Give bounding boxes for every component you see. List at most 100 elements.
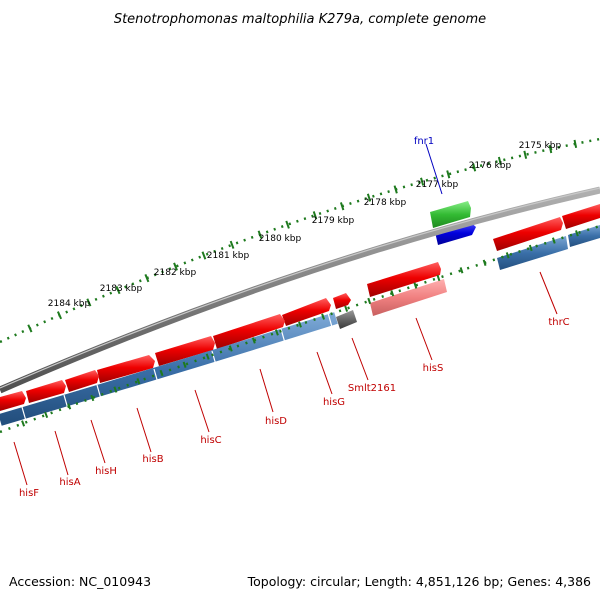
inner-tick	[44, 411, 49, 419]
cog-divider	[211, 350, 217, 366]
kbp-label: 2183 kbp	[100, 284, 143, 294]
cog-divider	[280, 328, 286, 344]
gene-labels: fnr1 thrC hisS Smlt2161 hisG hisD hisC h…	[19, 136, 570, 499]
cds-hisB	[97, 355, 155, 383]
inner-tick	[90, 394, 95, 402]
inner-ticks	[21, 230, 579, 427]
inner-tick	[298, 321, 302, 328]
gene-label-hisC: hisC	[200, 435, 221, 446]
cog-divider	[96, 384, 102, 400]
kbp-labels: 2175 kbp 2176 kbp 2177 kbp 2178 kbp 2179…	[48, 141, 562, 309]
cds-track	[0, 204, 600, 411]
feature-hisS-light	[370, 279, 447, 316]
ruler-tick	[573, 139, 578, 148]
inner-tick	[251, 337, 256, 344]
gene-label-hisS: hisS	[423, 363, 444, 374]
kbp-label: 2182 kbp	[154, 268, 197, 278]
cog-next	[568, 225, 600, 247]
ruler-tick	[472, 163, 477, 172]
ruler-tick	[229, 240, 235, 249]
cog-dividers	[21, 312, 333, 422]
leader-hisS	[415, 317, 433, 361]
ruler-tick	[446, 170, 451, 179]
gene-label-hisH: hisH	[95, 466, 117, 477]
inner-tick	[113, 386, 118, 393]
inner-tick	[390, 290, 395, 297]
inner-tick	[67, 403, 72, 410]
cog-divider	[153, 368, 159, 384]
inner-tick	[575, 230, 579, 237]
green-feature	[430, 201, 471, 228]
ruler-tick	[523, 150, 528, 159]
ruler-major-ticks	[27, 139, 578, 333]
leader-fnr1	[425, 143, 443, 195]
leader-thrC	[539, 271, 558, 315]
ruler-tick	[548, 144, 553, 154]
inner-tick	[436, 274, 441, 282]
inner-tick	[136, 378, 141, 385]
ruler-tick	[86, 298, 92, 307]
gene-label-fnr1: fnr1	[414, 136, 434, 147]
cds-thrC	[493, 217, 563, 251]
cds-smlt2161	[333, 293, 351, 309]
inner-tick	[159, 369, 164, 377]
inner-tick	[459, 267, 464, 274]
leader-smlt2161	[351, 337, 369, 381]
inner-tick	[274, 329, 279, 336]
gene-label-hisD: hisD	[265, 416, 287, 427]
ruler-tick	[144, 274, 150, 283]
cds-hisD	[213, 314, 285, 349]
inner-tick	[482, 259, 487, 266]
ruler-tick	[312, 211, 318, 220]
kbp-label: 2178 kbp	[364, 198, 407, 208]
kbp-label: 2184 kbp	[48, 299, 91, 309]
inner-tick	[367, 297, 372, 305]
inner-tick	[528, 244, 533, 252]
ruler-tick	[393, 185, 398, 194]
cds-hisC	[155, 336, 215, 366]
kbp-ruler	[0, 137, 600, 344]
inner-tick	[21, 420, 26, 427]
kbp-label: 2177 kbp	[416, 180, 459, 190]
cds-hisH	[65, 370, 99, 392]
cog-divider	[63, 394, 69, 410]
leader-hisH	[90, 419, 106, 464]
inner-dot-track	[0, 224, 600, 434]
ruler-tick	[201, 251, 207, 260]
kbp-label: 2181 kbp	[207, 251, 250, 261]
gene-label-thrC: thrC	[548, 317, 569, 328]
gene-label-hisA: hisA	[59, 477, 80, 488]
topology-info: Topology: circular; Length: 4,851,126 bp…	[247, 574, 591, 589]
ruler-tick	[497, 156, 502, 166]
ruler-tick	[339, 202, 345, 211]
cog-thrC	[497, 236, 568, 270]
inner-tick	[413, 282, 418, 289]
leader-hisC	[194, 389, 210, 433]
leader-hisG	[316, 351, 333, 395]
ruler-tick	[366, 193, 372, 202]
ruler-tick	[420, 177, 425, 186]
cog-divider	[327, 312, 333, 328]
gene-label-hisF: hisF	[19, 488, 39, 499]
kbp-label: 2179 kbp	[312, 216, 355, 226]
kbp-label: 2175 kbp	[519, 141, 562, 151]
inner-tick	[182, 361, 187, 368]
kbp-label: 2180 kbp	[259, 234, 302, 244]
leader-hisF	[13, 441, 28, 486]
gene-label-hisG: hisG	[323, 397, 345, 408]
ruler-tick	[285, 220, 290, 229]
ruler-tick	[27, 324, 33, 333]
cds-next	[562, 204, 600, 229]
gene-label-smlt2161: Smlt2161	[348, 383, 396, 394]
cds-hisG	[282, 298, 331, 326]
accession: Accession: NC_010943	[9, 574, 151, 589]
feature-smlt2161-gray	[336, 310, 357, 329]
ruler-tick	[173, 262, 178, 271]
leader-hisD	[259, 368, 274, 413]
ruler-tick	[56, 311, 63, 320]
cog-divider	[21, 406, 27, 422]
kbp-label: 2176 kbp	[469, 161, 512, 171]
inner-tick	[321, 313, 325, 320]
leader-lines	[13, 143, 558, 486]
